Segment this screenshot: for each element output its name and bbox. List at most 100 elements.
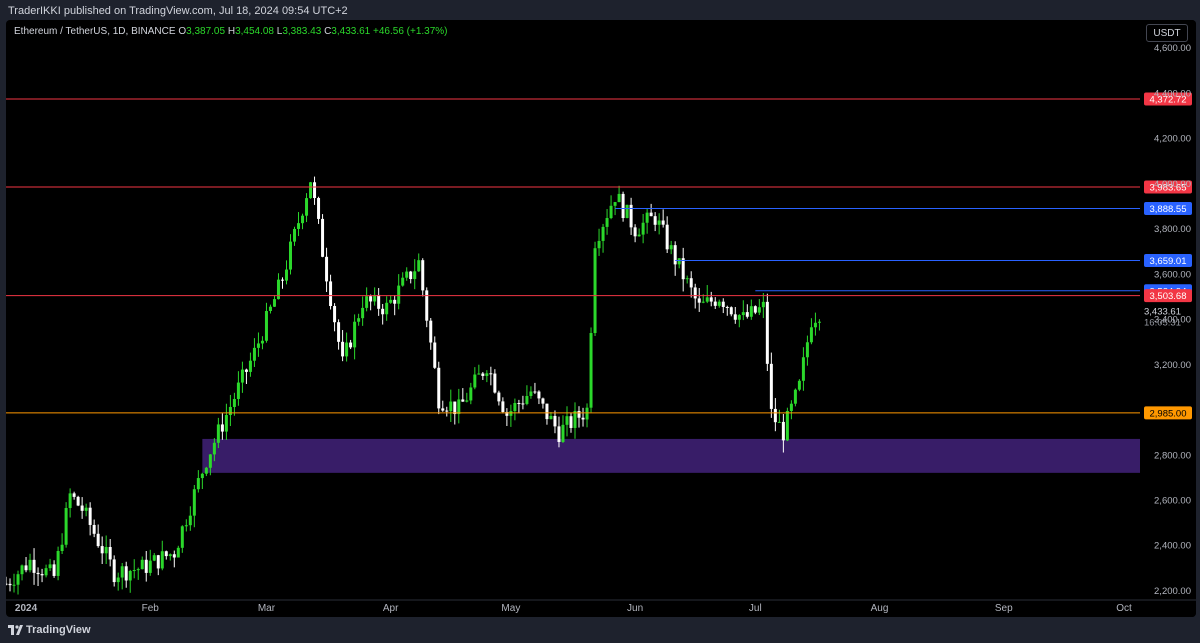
- level-price-label: 2,985.00: [1150, 408, 1187, 419]
- candle-body: [777, 421, 781, 423]
- change-value: +46.56 (+1.37%): [373, 26, 448, 37]
- candle-body: [136, 569, 140, 571]
- publisher-header: TraderIKKI published on TradingView.com,…: [0, 0, 1200, 20]
- candle-body: [417, 260, 421, 272]
- candle-body: [449, 401, 453, 412]
- candle-body: [104, 547, 108, 554]
- candle-body: [721, 301, 725, 307]
- candle-body: [465, 400, 469, 402]
- candle-body: [773, 408, 777, 423]
- candle-body: [421, 260, 425, 291]
- candle-body: [817, 321, 821, 323]
- x-tick-label: May: [501, 603, 520, 614]
- candle-body: [573, 410, 577, 428]
- y-tick-label: 2,600.00: [1154, 496, 1191, 507]
- x-tick-label: Mar: [258, 603, 276, 614]
- candlestick-chart[interactable]: 4,372.723,983.653,888.553,659.013,524.94…: [6, 20, 1196, 617]
- candle-body: [120, 566, 124, 578]
- candle-body: [813, 322, 817, 328]
- candle-body: [629, 204, 633, 228]
- x-tick-label: Oct: [1116, 603, 1132, 614]
- candle-body: [757, 307, 761, 313]
- footer-brand: TradingView: [26, 624, 91, 636]
- y-tick-label: 4,200.00: [1154, 134, 1191, 145]
- candle-body: [96, 533, 100, 547]
- candle-body: [433, 342, 437, 368]
- candle-body: [381, 308, 385, 315]
- candle-body: [60, 544, 64, 551]
- candle-body: [409, 271, 413, 280]
- candle-body: [809, 327, 813, 343]
- candle-body: [220, 424, 224, 432]
- candle-body: [529, 391, 533, 397]
- candle-body: [272, 299, 276, 307]
- candle-body: [557, 426, 561, 442]
- candle-body: [781, 421, 785, 441]
- candle-body: [268, 306, 272, 312]
- candle-body: [224, 415, 228, 432]
- candle-body: [801, 357, 805, 381]
- candle-body: [425, 290, 429, 321]
- y-tick-label: 4,600.00: [1154, 43, 1191, 54]
- candle-body: [641, 222, 645, 235]
- candle-body: [473, 374, 477, 388]
- candle-body: [365, 296, 369, 308]
- x-tick-label: Aug: [871, 603, 889, 614]
- last-price-label: 3,433.61: [1144, 306, 1181, 317]
- tradingview-logo-icon: [8, 625, 23, 635]
- x-tick-label: Jul: [749, 603, 762, 614]
- candle-body: [413, 271, 417, 280]
- candle-body: [52, 564, 56, 576]
- candle-body: [252, 347, 256, 361]
- x-tick-label: 2024: [15, 603, 38, 614]
- currency-button[interactable]: USDT: [1146, 24, 1188, 42]
- candle-body: [192, 489, 196, 516]
- candle-body: [389, 299, 393, 303]
- candle-body: [353, 321, 357, 348]
- level-price-label: 3,983.65: [1150, 183, 1187, 194]
- candle-body: [160, 551, 164, 569]
- level-price-tag: [1144, 406, 1192, 420]
- candle-body: [617, 193, 621, 203]
- candle-body: [785, 410, 789, 441]
- candle-body: [497, 392, 501, 402]
- candle-body: [745, 312, 749, 317]
- candle-body: [373, 294, 377, 302]
- candle-body: [609, 205, 613, 219]
- candle-body: [685, 278, 689, 280]
- candle-body: [429, 320, 433, 343]
- candle-body: [293, 228, 297, 242]
- level-price-tag: [1144, 289, 1192, 303]
- y-tick-label: 2,400.00: [1154, 541, 1191, 552]
- candle-body: [561, 424, 565, 442]
- candle-body: [204, 467, 208, 474]
- candle-body: [653, 216, 657, 225]
- candle-body: [593, 248, 597, 334]
- open-label: O: [178, 26, 187, 37]
- y-tick-label: 3,200.00: [1154, 360, 1191, 371]
- candle-body: [737, 315, 741, 320]
- candle-body: [36, 572, 40, 575]
- candle-body: [24, 565, 28, 571]
- candle-body: [581, 417, 585, 420]
- candle-body: [649, 212, 653, 217]
- candle-body: [597, 240, 601, 249]
- candle-body: [645, 212, 649, 223]
- level-price-tag: [1144, 180, 1192, 194]
- chart-area[interactable]: 4,372.723,983.653,888.553,659.013,524.94…: [6, 20, 1196, 617]
- candle-body: [172, 554, 176, 558]
- y-tick-label: 3,600.00: [1154, 269, 1191, 280]
- candle-body: [633, 227, 637, 237]
- candle-body: [681, 258, 685, 280]
- demand-zone: [202, 438, 1140, 473]
- symbol-title: Ethereum / TetherUS, 1D, BINANCE: [14, 26, 176, 37]
- candle-body: [92, 524, 96, 534]
- candle-body: [164, 551, 168, 557]
- candle-body: [124, 566, 128, 581]
- candle-body: [565, 416, 569, 425]
- level-price-tag: [1144, 92, 1192, 106]
- candle-body: [256, 343, 260, 348]
- level-price-label: 4,372.72: [1150, 95, 1187, 106]
- high-value: 3,454.08: [235, 26, 274, 37]
- candle-body: [236, 382, 240, 399]
